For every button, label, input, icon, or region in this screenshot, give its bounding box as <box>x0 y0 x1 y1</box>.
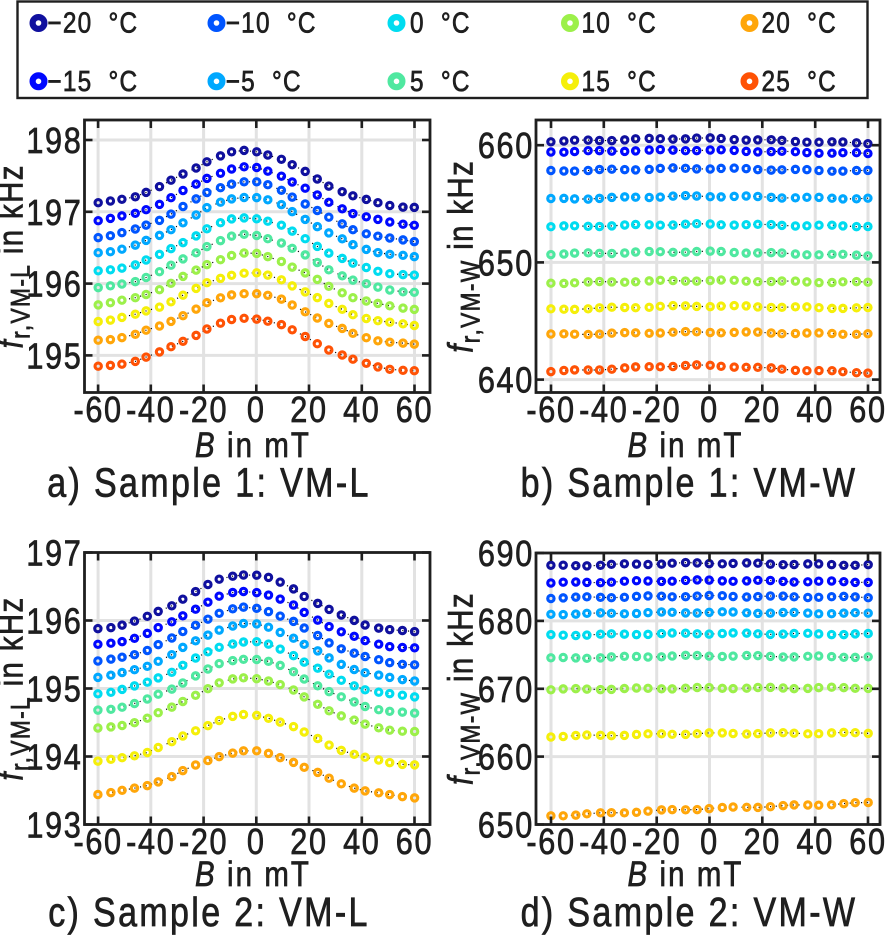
svg-text:650: 650 <box>478 805 534 846</box>
svg-text:0: 0 <box>247 390 266 431</box>
svg-text:5 °C: 5 °C <box>410 65 471 97</box>
svg-text:670: 670 <box>478 669 534 710</box>
svg-text:0: 0 <box>700 390 719 431</box>
svg-text:fr,VM-L in kHz: fr,VM-L in kHz <box>0 164 36 348</box>
svg-text:−15 °C: −15 °C <box>47 65 138 97</box>
svg-text:b) Sample 1: VM-W: b) Sample 1: VM-W <box>521 460 858 505</box>
svg-text:195: 195 <box>26 336 82 377</box>
svg-text:193: 193 <box>26 805 82 846</box>
svg-text:660: 660 <box>478 126 534 167</box>
svg-text:−20 °C: −20 °C <box>47 7 138 39</box>
svg-text:198: 198 <box>26 121 82 162</box>
svg-text:194: 194 <box>26 737 82 778</box>
svg-text:0: 0 <box>247 822 266 863</box>
svg-text:680: 680 <box>478 601 534 642</box>
svg-text:fr,VM-W in kHz: fr,VM-W in kHz <box>441 160 486 353</box>
svg-text:40: 40 <box>796 390 833 431</box>
svg-text:B in mT: B in mT <box>628 426 744 465</box>
svg-text:60: 60 <box>396 390 433 431</box>
svg-text:25 °C: 25 °C <box>762 65 837 97</box>
svg-text:197: 197 <box>26 533 82 574</box>
svg-text:40: 40 <box>343 822 380 863</box>
svg-text:−10 °C: −10 °C <box>226 7 317 39</box>
svg-text:196: 196 <box>26 601 82 642</box>
svg-text:60: 60 <box>849 390 886 431</box>
svg-text:B in mT: B in mT <box>195 426 311 465</box>
svg-text:10 °C: 10 °C <box>582 7 657 39</box>
svg-text:-20: -20 <box>179 822 228 863</box>
svg-text:-40: -40 <box>579 822 628 863</box>
svg-text:690: 690 <box>478 534 534 575</box>
svg-text:fr,VM-L in kHz: fr,VM-L in kHz <box>0 596 36 780</box>
svg-text:-40: -40 <box>126 822 175 863</box>
svg-text:-20: -20 <box>632 822 681 863</box>
svg-text:-60: -60 <box>526 390 575 431</box>
svg-text:-20: -20 <box>179 390 228 431</box>
svg-text:20: 20 <box>744 390 781 431</box>
svg-text:B in mT: B in mT <box>628 855 744 894</box>
svg-text:-20: -20 <box>632 390 681 431</box>
svg-text:650: 650 <box>478 243 534 284</box>
svg-text:−5 °C: −5 °C <box>226 65 302 97</box>
svg-text:20: 20 <box>290 390 327 431</box>
svg-text:-60: -60 <box>73 390 122 431</box>
svg-text:d) Sample 2: VM-W: d) Sample 2: VM-W <box>521 889 858 934</box>
svg-text:a) Sample 1: VM-L: a) Sample 1: VM-L <box>47 460 371 505</box>
svg-text:0: 0 <box>700 822 719 863</box>
svg-text:40: 40 <box>796 822 833 863</box>
svg-text:-60: -60 <box>73 822 122 863</box>
svg-text:B in mT: B in mT <box>195 855 311 894</box>
svg-text:c) Sample 2: VM-L: c) Sample 2: VM-L <box>48 889 370 934</box>
svg-text:20 °C: 20 °C <box>762 7 837 39</box>
svg-text:20: 20 <box>290 822 327 863</box>
svg-text:196: 196 <box>26 264 82 305</box>
svg-text:195: 195 <box>26 669 82 710</box>
svg-text:fr,VM-W in kHz: fr,VM-W in kHz <box>441 592 486 785</box>
svg-text:640: 640 <box>478 360 534 401</box>
svg-text:60: 60 <box>849 822 886 863</box>
svg-text:40: 40 <box>343 390 380 431</box>
svg-text:20: 20 <box>744 822 781 863</box>
svg-text:-60: -60 <box>526 822 575 863</box>
svg-text:15 °C: 15 °C <box>582 65 657 97</box>
svg-text:-40: -40 <box>579 390 628 431</box>
svg-text:-40: -40 <box>126 390 175 431</box>
svg-text:197: 197 <box>26 192 82 233</box>
svg-text:60: 60 <box>396 822 433 863</box>
svg-text:0 °C: 0 °C <box>410 7 471 39</box>
svg-text:660: 660 <box>478 737 534 778</box>
